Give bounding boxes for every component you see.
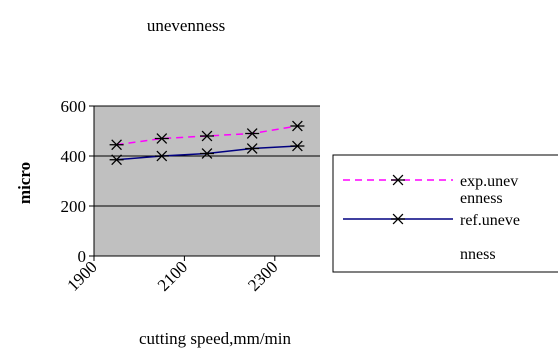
data-point: [290, 140, 305, 152]
legend-label: exp.unev: [460, 173, 518, 190]
legend-label-cont: nness: [460, 246, 496, 263]
data-point: [200, 148, 214, 159]
data-point: [154, 133, 169, 144]
y-tick-labels: 0 200 400 600: [61, 97, 94, 266]
legend-label-cont: enness: [460, 190, 503, 207]
gridlines: [94, 105, 320, 207]
series-layer: [109, 120, 305, 166]
x-tick-label: 2300: [244, 257, 281, 294]
data-point: [109, 154, 124, 166]
legend: exp.unevenness ref.uneve nness: [343, 173, 520, 263]
data-point: [245, 143, 260, 154]
data-point: [290, 120, 305, 132]
data-point: [200, 130, 214, 142]
y-tick-label: 600: [61, 97, 87, 116]
legend-marker: [391, 174, 405, 186]
data-point: [109, 139, 124, 151]
plot-area: [94, 106, 320, 256]
data-point: [245, 128, 260, 139]
chart-title: unevenness: [147, 16, 225, 35]
x-tick-label: 1900: [63, 257, 100, 294]
x-tick-labels: 1900 2100 2300: [63, 256, 282, 295]
y-tick-label: 200: [61, 197, 87, 216]
y-axis-label: micro: [15, 162, 34, 204]
legend-box: [332, 154, 558, 273]
legend-marker: [391, 213, 405, 225]
legend-label: ref.uneve: [460, 212, 520, 229]
data-point: [154, 150, 169, 162]
x-axis-label: cutting speed,mm/min: [139, 329, 292, 348]
x-tick-label: 2100: [154, 257, 191, 294]
y-tick-label: 400: [61, 147, 87, 166]
y-tick-label: 0: [78, 247, 87, 266]
